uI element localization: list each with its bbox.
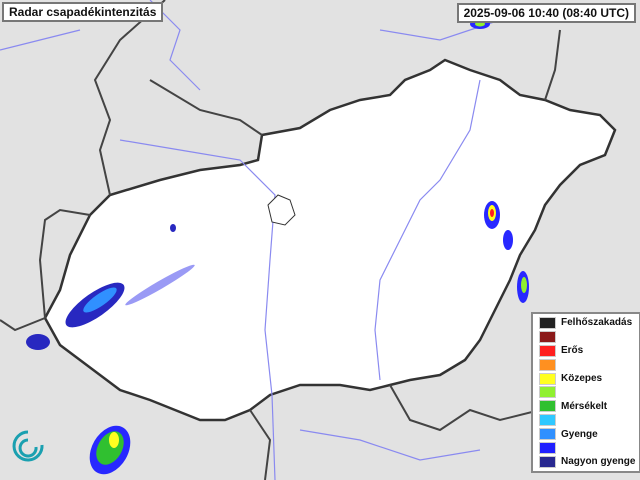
legend-label: Közepes xyxy=(561,373,603,384)
legend-label: Mérsékelt xyxy=(561,400,608,412)
legend-swatch xyxy=(539,344,556,357)
legend-item xyxy=(535,413,637,427)
legend-item: Közepes xyxy=(535,372,637,386)
lake-balaton xyxy=(125,264,195,306)
legend-swatch xyxy=(539,372,556,385)
legend-label: Gyenge xyxy=(561,428,598,440)
map-title: Radar csapadékintenzitás xyxy=(2,2,164,22)
legend-item: Erős xyxy=(535,344,637,358)
legend-swatch xyxy=(539,428,556,441)
budapest-outline xyxy=(267,194,296,226)
legend-swatch xyxy=(539,414,556,427)
legend-swatch xyxy=(539,400,556,413)
legend-item: Mérsékelt xyxy=(535,399,637,413)
other-borders xyxy=(0,0,561,480)
legend-item xyxy=(535,330,637,344)
hungary-area xyxy=(43,58,617,422)
legend-label: Nagyon gyenge xyxy=(561,456,636,468)
legend-swatch xyxy=(539,358,556,371)
legend-label: Felhőszakadás xyxy=(561,317,633,329)
legend-swatch xyxy=(539,441,556,454)
legend-item xyxy=(535,385,637,399)
legend-swatch xyxy=(539,316,556,329)
legend-item: Gyenge xyxy=(535,427,637,441)
legend-item xyxy=(535,358,637,372)
swirl-logo xyxy=(12,430,44,462)
legend-swatch xyxy=(539,455,556,468)
legend-item: Felhőszakadás xyxy=(535,316,637,330)
legend: Felhőszakadás Erős Közepes Mérsékelt Gyenge N… xyxy=(531,312,640,473)
legend-label: Erős xyxy=(561,345,584,357)
legend-item: Nagyon gyenge xyxy=(535,455,637,469)
legend-swatch xyxy=(539,330,556,343)
radar-echoes xyxy=(26,19,529,475)
timestamp: 2025-09-06 10:40 (08:40 UTC) xyxy=(456,3,636,23)
rivers xyxy=(0,0,501,480)
legend-item xyxy=(535,441,637,455)
legend-swatch xyxy=(539,386,556,399)
